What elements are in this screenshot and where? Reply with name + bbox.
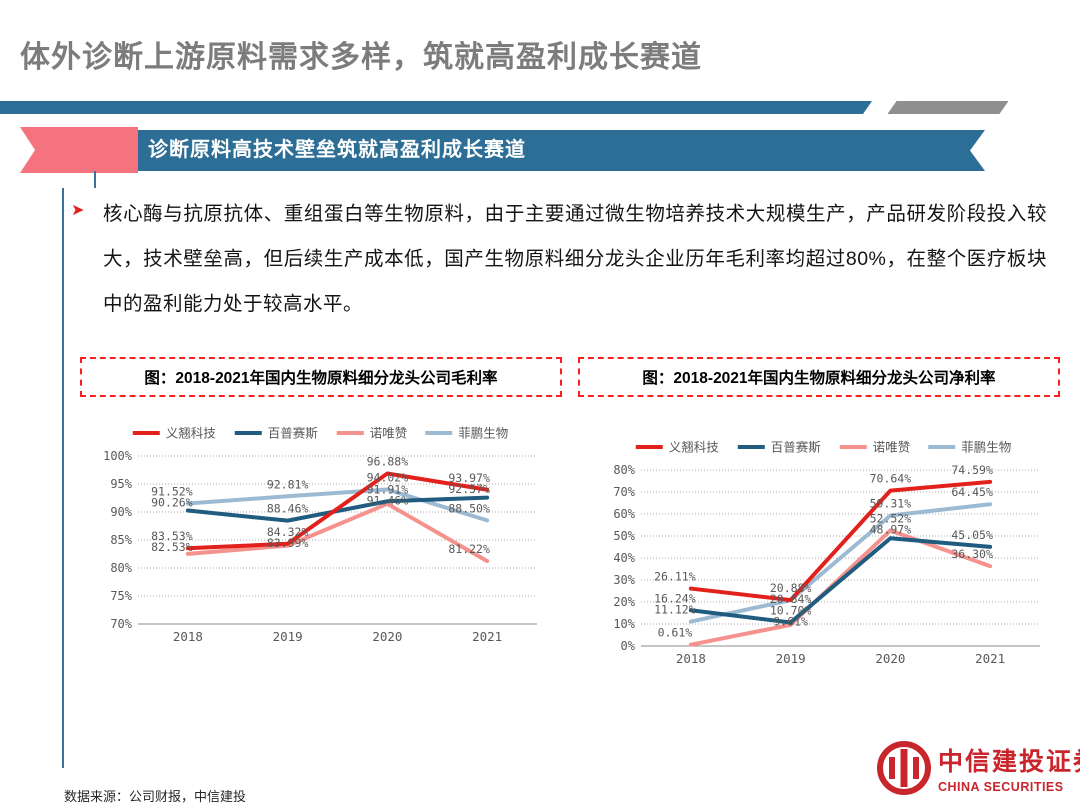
legend-label-0: 义翘科技 [166,427,217,441]
y-tick-label: 90% [110,505,132,519]
x-tick-label: 2021 [472,629,502,644]
x-tick-label: 2020 [875,651,905,666]
page-title: 体外诊断上游原料需求多样，筑就高盈利成长赛道 [20,41,702,74]
data-label: 93.97% [448,471,490,485]
legend-label-3: 菲鹏生物 [458,427,508,441]
y-tick-label: 0% [621,639,636,653]
data-label: 91.52% [151,484,193,498]
data-label: 11.12% [654,603,696,617]
x-tick-label: 2020 [372,629,402,644]
gross-margin-chart: 100% 95% 90% 85% 80% 75% 70% 义翘科技 百普赛斯 诺唯赞 菲鹏生物 91.… [90,420,555,672]
company-name-en: CHINA SECURITIES [938,780,1064,794]
legend-label-1: 百普赛斯 [268,426,318,441]
section-banner-title: 诊断原料高技术壁垒筑就高盈利成长赛道 [148,139,526,161]
legend-label-2: 诺唯赞 [873,441,911,455]
gross-margin-chart-title-box: 图：2018-2021年国内生物原料细分龙头公司毛利率 [80,357,562,397]
data-label: 91.46% [367,493,409,507]
data-label: 0.61% [658,626,693,640]
data-label: 20.84% [770,592,812,606]
series-line [185,501,490,564]
series-line [688,502,993,624]
net-margin-chart-title: 图：2018-2021年国内生物原料细分龙头公司净利率 [642,370,996,387]
data-label: 20.88% [770,581,812,595]
y-tick-label: 20% [613,595,635,609]
data-label: 59.31% [870,497,912,511]
x-tick-label: 2019 [273,629,303,644]
data-label: 36.30% [951,547,993,561]
y-tick-label: 80% [110,561,132,575]
data-label: 81.22% [448,542,490,556]
header-divider-bar [0,101,872,114]
company-logo-text: 中信建投证券 CHINA SECURITIES [938,742,1080,794]
data-label: 64.45% [951,485,993,499]
bullet-paragraph: 核心酶与抗原抗体、重组蛋白等生物原料，由于主要通过微生物培养技术大规模生产，产品… [103,203,1047,315]
section-banner-flag [20,127,138,173]
y-tick-label: 80% [613,463,635,477]
x-tick-label: 2018 [676,651,706,666]
series-line [185,471,490,551]
y-tick-label: 85% [110,533,132,547]
data-label: 92.81% [267,477,309,491]
y-tick-label: 40% [613,551,635,565]
data-label: 88.46% [267,502,309,516]
data-label: 84.32% [267,525,309,539]
data-label: 26.11% [654,570,696,584]
left-accent-line [62,188,64,768]
series-line [688,528,993,647]
legend-label-2: 诺唯赞 [370,427,408,441]
data-label: 70.64% [870,472,912,486]
data-label: 94.02% [367,470,409,484]
citic-logo-icon [877,741,931,795]
data-label: 9.61% [773,614,808,628]
series-line [185,487,490,523]
bullet-arrow-icon: ➤ [71,202,85,219]
data-label: 83.53% [151,529,193,543]
header-divider-accent [887,101,1009,114]
data-label: 88.50% [448,501,490,515]
y-tick-label: 100% [103,449,133,463]
data-label: 90.26% [151,495,193,509]
data-label: 92.57% [448,482,490,496]
legend-label-3: 菲鹏生物 [961,441,1011,455]
banner-hanging-line [94,171,96,188]
net-margin-chart-title-box: 图：2018-2021年国内生物原料细分龙头公司净利率 [578,357,1060,397]
y-tick-label: 50% [613,529,635,543]
data-label: 10.70% [770,603,812,617]
series-line [688,536,993,625]
y-tick-label: 75% [110,589,132,603]
y-tick-label: 30% [613,573,635,587]
data-label: 45.05% [951,528,993,542]
data-label: 16.24% [654,591,696,605]
section-banner-ribbon [115,130,985,171]
company-name-cn: 中信建投证券 [938,748,1080,776]
data-label: 52.52% [870,511,912,525]
gross-margin-chart-svg: 100% 95% 90% 85% 80% 75% 70% 义翘科技 百普赛斯 诺唯赞 菲鹏生物 91.… [103,426,537,644]
series-line [688,479,993,603]
data-label: 82.53% [151,540,193,554]
data-label: 48.97% [870,522,912,536]
net-margin-chart-svg: 80% 70% 60% 50% 40% 30% 20% 10% 0% 义翘科技 百普赛斯 诺唯赞 菲鹏生… [613,440,1040,666]
legend-label-1: 百普赛斯 [771,440,821,455]
y-tick-label: 70% [110,617,132,631]
legend-label-0: 义翘科技 [669,441,720,455]
data-label: 83.99% [267,536,309,550]
y-tick-label: 95% [110,477,132,491]
data-label: 91.91% [367,482,409,496]
y-tick-label: 60% [613,507,635,521]
x-tick-label: 2018 [173,629,203,644]
company-logo: 中信建投证券 CHINA SECURITIES [876,740,1080,796]
x-tick-label: 2019 [776,651,806,666]
net-margin-chart: 80% 70% 60% 50% 40% 30% 20% 10% 0% 义翘科技 百普赛斯 诺唯赞 菲鹏生… [593,434,1058,686]
gross-margin-chart-title: 图：2018-2021年国内生物原料细分龙头公司毛利率 [144,370,498,387]
data-label: 74.59% [951,463,993,477]
data-label: 96.88% [367,454,409,468]
y-tick-label: 10% [613,617,635,631]
x-tick-label: 2021 [975,651,1005,666]
y-tick-label: 70% [613,485,635,499]
data-source-note: 数据来源：公司财报，中信建投 [64,789,247,804]
